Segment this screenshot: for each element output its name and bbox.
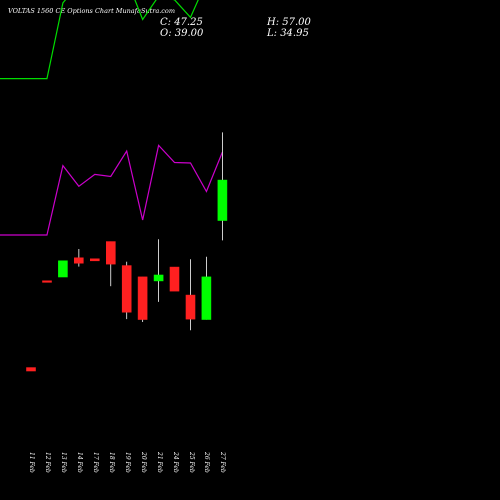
x-tick-label: 19 Feb <box>123 452 131 473</box>
series-line-2 <box>0 144 223 236</box>
x-tick-label: 12 Feb <box>43 452 51 473</box>
chart-title: VOLTAS 1560 CE Options Chart MunafaSutra… <box>8 7 175 15</box>
open-value: O: 39.00 <box>160 28 204 39</box>
x-tick-label: 24 Feb <box>171 452 179 473</box>
x-tick-label: 20 Feb <box>139 452 147 473</box>
x-tick-label: 13 Feb <box>59 452 67 473</box>
candle-up <box>153 274 164 282</box>
candle-down <box>185 294 196 320</box>
candle-up <box>201 276 212 320</box>
candle-up <box>58 260 68 278</box>
close-value: C: 47.25 <box>160 17 203 28</box>
x-tick-label: 25 Feb <box>187 452 195 473</box>
candle-down <box>169 266 180 292</box>
candle-down <box>74 257 84 264</box>
low-value: L: 34.95 <box>267 28 309 39</box>
x-tick-label: 17 Feb <box>91 452 99 473</box>
candle-down <box>121 265 132 313</box>
candle-down <box>42 280 52 283</box>
x-tick-label: 18 Feb <box>107 452 115 473</box>
x-tick-label: 21 Feb <box>155 452 163 473</box>
candle-down <box>90 258 100 262</box>
x-tick-label: 14 Feb <box>75 452 83 473</box>
candle-down <box>106 241 116 265</box>
high-value: H: 57.00 <box>267 17 311 28</box>
x-tick-label: 26 Feb <box>203 452 211 473</box>
candle-up <box>217 179 228 221</box>
series-line-1 <box>0 0 199 80</box>
x-tick-label: 27 Feb <box>219 452 227 473</box>
candle-down <box>26 367 36 372</box>
candle-down <box>137 276 148 320</box>
x-tick-label: 11 Feb <box>28 452 35 473</box>
